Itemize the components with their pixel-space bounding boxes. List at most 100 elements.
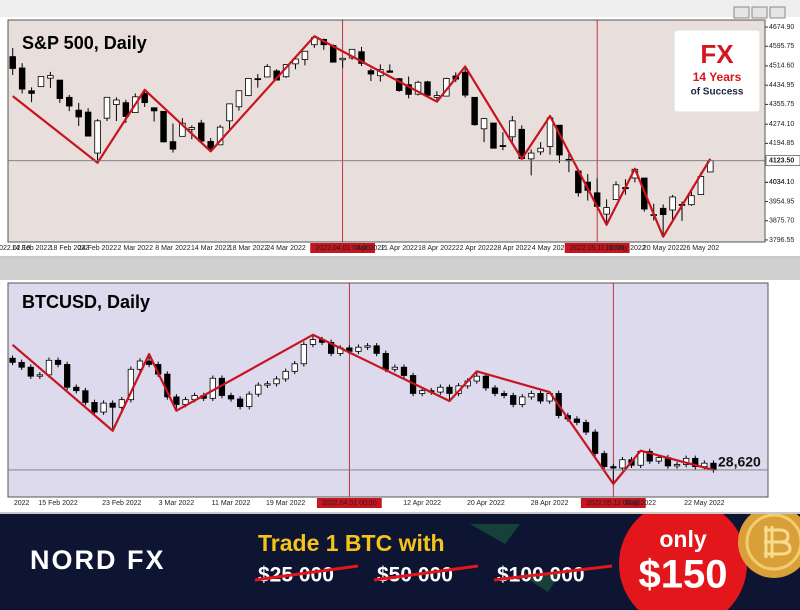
candle-body: [18, 361, 25, 368]
candle-body: [9, 357, 16, 363]
candle-body: [301, 50, 309, 60]
candle-body: [122, 102, 130, 117]
candle-body: [28, 90, 35, 94]
y-tick-label: 4674.90: [769, 24, 794, 31]
x-tick-label: 18 Feb 2022: [50, 245, 89, 252]
candle-body: [82, 390, 89, 403]
candle-body: [537, 147, 544, 153]
x-tick-label: May 2022: [625, 500, 656, 507]
candle-body: [591, 431, 599, 454]
candle-body: [94, 120, 101, 154]
maximize-button[interactable]: [751, 6, 768, 19]
x-tick-label: 18 Apr 2022: [418, 245, 456, 252]
x-tick-label: 8 Mar 2022: [155, 245, 191, 252]
candle-body: [273, 378, 280, 385]
candle-body: [355, 346, 362, 352]
candle-body: [226, 103, 233, 122]
x-tick-label: 24 Feb 2022: [78, 245, 117, 252]
candle-body: [66, 96, 73, 107]
candle-body: [198, 122, 205, 142]
x-tick-label: 4 May 2022: [532, 245, 569, 252]
x-tick-label: 28 Apr 2022: [531, 500, 569, 507]
candle-body: [414, 81, 422, 95]
logo-line: 14 Years: [693, 70, 742, 84]
candle-body: [145, 360, 153, 365]
candle-body: [364, 345, 371, 348]
candle-body: [499, 145, 507, 147]
x-tick-label: 2022.05.11 00:00: [586, 500, 640, 507]
x-tick-label: 28 Apr 2022: [493, 245, 531, 252]
candle-body: [395, 78, 403, 91]
candle-body: [461, 71, 469, 96]
candle-body: [207, 141, 214, 150]
y-tick-label: 4034.1: [769, 179, 791, 186]
fx-logo: FX 14 Years of Success: [673, 29, 761, 113]
candle-body: [236, 398, 244, 407]
candle-body: [373, 345, 380, 354]
candle-body: [405, 84, 412, 95]
candle-body: [433, 95, 441, 98]
candle-body: [328, 341, 335, 354]
x-tick-label: 24 Mar 2022: [266, 245, 305, 252]
minimize-button[interactable]: [733, 6, 750, 19]
candle-body: [56, 79, 64, 99]
y-tick-label: 3796.55: [769, 237, 794, 244]
date-highlight: [316, 498, 382, 508]
logo-box: [673, 29, 761, 113]
candle-body: [659, 207, 667, 216]
candle-body: [309, 339, 317, 345]
x-tick-label: 2022.02.10: [0, 245, 30, 252]
trend-line: [11, 333, 714, 485]
candle-body: [45, 359, 53, 376]
price-label: 28,620: [718, 454, 761, 470]
candle-body: [18, 67, 26, 90]
candle-body: [537, 393, 544, 402]
x-tick-label: 2022.04.01 00:00: [322, 500, 377, 507]
candle-body: [264, 383, 271, 386]
plot-area: [7, 19, 766, 243]
close-button[interactable]: [769, 6, 786, 19]
candle-body: [84, 111, 92, 137]
candle-body: [669, 196, 676, 211]
candle-body: [291, 363, 298, 372]
candle-body: [446, 386, 453, 394]
candle-body: [300, 344, 307, 365]
candle-body: [339, 57, 346, 61]
candle-body: [610, 466, 617, 469]
candle-body: [382, 353, 389, 370]
y-tick-label: 4595.75: [769, 43, 794, 50]
candle-body: [169, 141, 177, 150]
logo-mark: FX: [700, 39, 734, 69]
chart-title: BTCUSD, Daily: [22, 292, 150, 312]
y-tick-label: 3954.95: [769, 198, 794, 205]
y-tick-label: 4274.10: [769, 121, 794, 128]
candle-body: [482, 375, 490, 389]
logo-line: of Success: [691, 87, 744, 98]
x-tick-label: 26 May 202: [683, 245, 720, 252]
candle-body: [160, 110, 167, 143]
date-highlight: [580, 498, 646, 508]
candle-body: [546, 117, 554, 147]
candle-body: [509, 120, 516, 138]
candle-body: [673, 464, 681, 467]
headline: Trade 1 BTC with: [258, 530, 445, 556]
candle-body: [582, 422, 590, 433]
candle-body: [603, 207, 610, 215]
x-tick-label: 11 Mar 2022: [212, 500, 251, 507]
candle-body: [91, 402, 98, 413]
candle-body: [386, 70, 394, 73]
x-tick-label: 20 Apr 2022: [467, 500, 505, 507]
x-tick-label: 22 Apr 2022: [456, 245, 494, 252]
date-highlight: [310, 243, 376, 253]
candle-body: [573, 418, 581, 423]
price-circle: [619, 514, 747, 610]
x-tick-label: 2 Mar 2022: [118, 245, 154, 252]
candle-body: [367, 70, 375, 75]
coin-symbol: [764, 526, 792, 558]
promo-banner[interactable]: NORD FX Trade 1 BTC with $25 000 $50 000…: [0, 500, 800, 610]
x-tick-label: 12 Apr 2022: [403, 500, 441, 507]
candle-body: [471, 96, 478, 126]
strike-line: [373, 564, 479, 582]
candle-body: [255, 384, 262, 395]
candle-body: [400, 366, 408, 376]
